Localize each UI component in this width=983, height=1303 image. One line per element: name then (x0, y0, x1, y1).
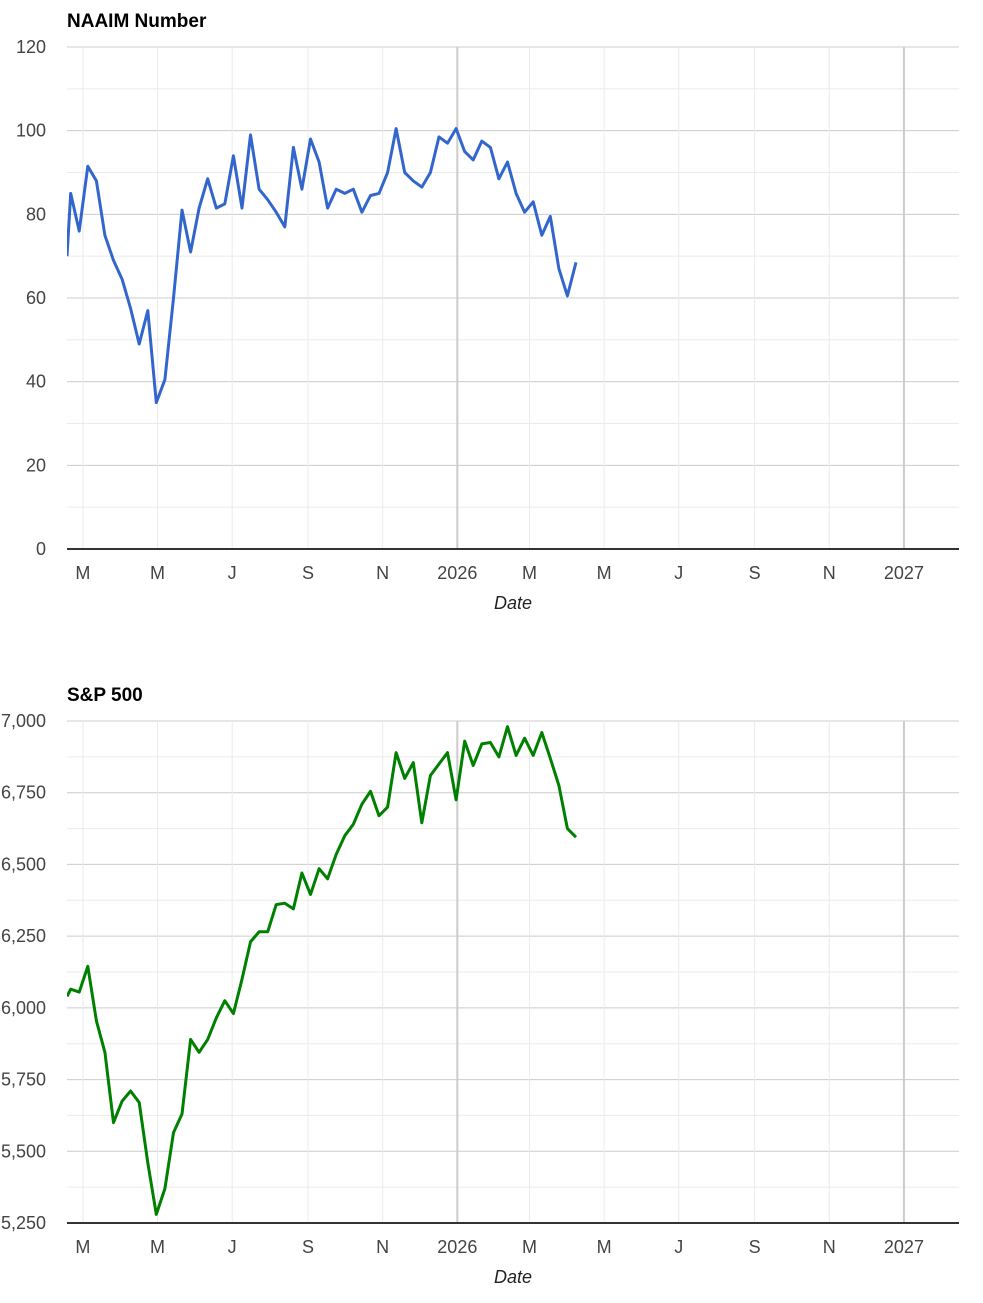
chart-title: NAAIM Number (67, 11, 207, 32)
x-tick-label: M (75, 563, 90, 583)
x-axis-label: Date (494, 1267, 532, 1287)
x-tick-label: S (302, 1237, 314, 1257)
naaim-chart-svg: NAAIM Number 0 20 40 60 80 100 120 M M J S N 2026 M M J S… (16, 11, 959, 613)
x-tick-label: S (302, 563, 314, 583)
y-tick-label: 6,500 (1, 854, 46, 874)
y-tick-label: 20 (26, 455, 46, 475)
x-tick-label: 2026 (437, 1237, 477, 1257)
y-tick-label: 40 (26, 372, 46, 392)
y-tick-label: 6,000 (1, 998, 46, 1018)
x-tick-label: M (150, 563, 165, 583)
x-tick-label: M (597, 1237, 612, 1257)
series-line (67, 127, 578, 405)
x-tick-label: J (674, 1237, 683, 1257)
y-tick-label: 6,750 (1, 783, 46, 803)
x-tick-label: 2026 (437, 563, 477, 583)
y-tick-label: 100 (16, 121, 46, 141)
chart-title: S&P 500 (67, 685, 143, 706)
x-tick-label: N (376, 563, 389, 583)
x-tick-label: M (597, 563, 612, 583)
x-tick-label: J (228, 563, 237, 583)
y-tick-label: 80 (26, 204, 46, 224)
x-tick-label: S (749, 1237, 761, 1257)
x-tick-label: N (823, 1237, 836, 1257)
sp500-chart: S&P 500 5,250 5,500 5,750 6,000 6,250 6,500 6,7… (0, 674, 983, 1298)
y-tick-label: 5,250 (1, 1213, 46, 1233)
y-tick-label: 7,000 (1, 711, 46, 731)
x-tick-label: S (749, 563, 761, 583)
x-axis-label: Date (494, 593, 532, 613)
x-tick-label: M (150, 1237, 165, 1257)
x-tick-label: J (674, 563, 683, 583)
y-tick-label: 60 (26, 288, 46, 308)
x-tick-label: M (522, 1237, 537, 1257)
y-tick-label: 0 (36, 539, 46, 559)
x-tick-label: J (228, 1237, 237, 1257)
naaim-chart: NAAIM Number 0 20 40 60 80 100 120 M M J S N 2026 M M J S… (0, 0, 983, 640)
x-tick-label: 2027 (884, 563, 924, 583)
y-tick-label: 5,750 (1, 1070, 46, 1090)
y-tick-label: 6,250 (1, 926, 46, 946)
y-tick-label: 120 (16, 37, 46, 57)
sp500-chart-svg: S&P 500 5,250 5,500 5,750 6,000 6,250 6,500 6,7… (1, 685, 959, 1287)
x-tick-label: 2027 (884, 1237, 924, 1257)
x-tick-label: N (376, 1237, 389, 1257)
x-tick-label: M (522, 563, 537, 583)
x-tick-label: N (823, 563, 836, 583)
x-tick-label: M (75, 1237, 90, 1257)
y-tick-label: 5,500 (1, 1141, 46, 1161)
series-line (67, 725, 578, 1216)
